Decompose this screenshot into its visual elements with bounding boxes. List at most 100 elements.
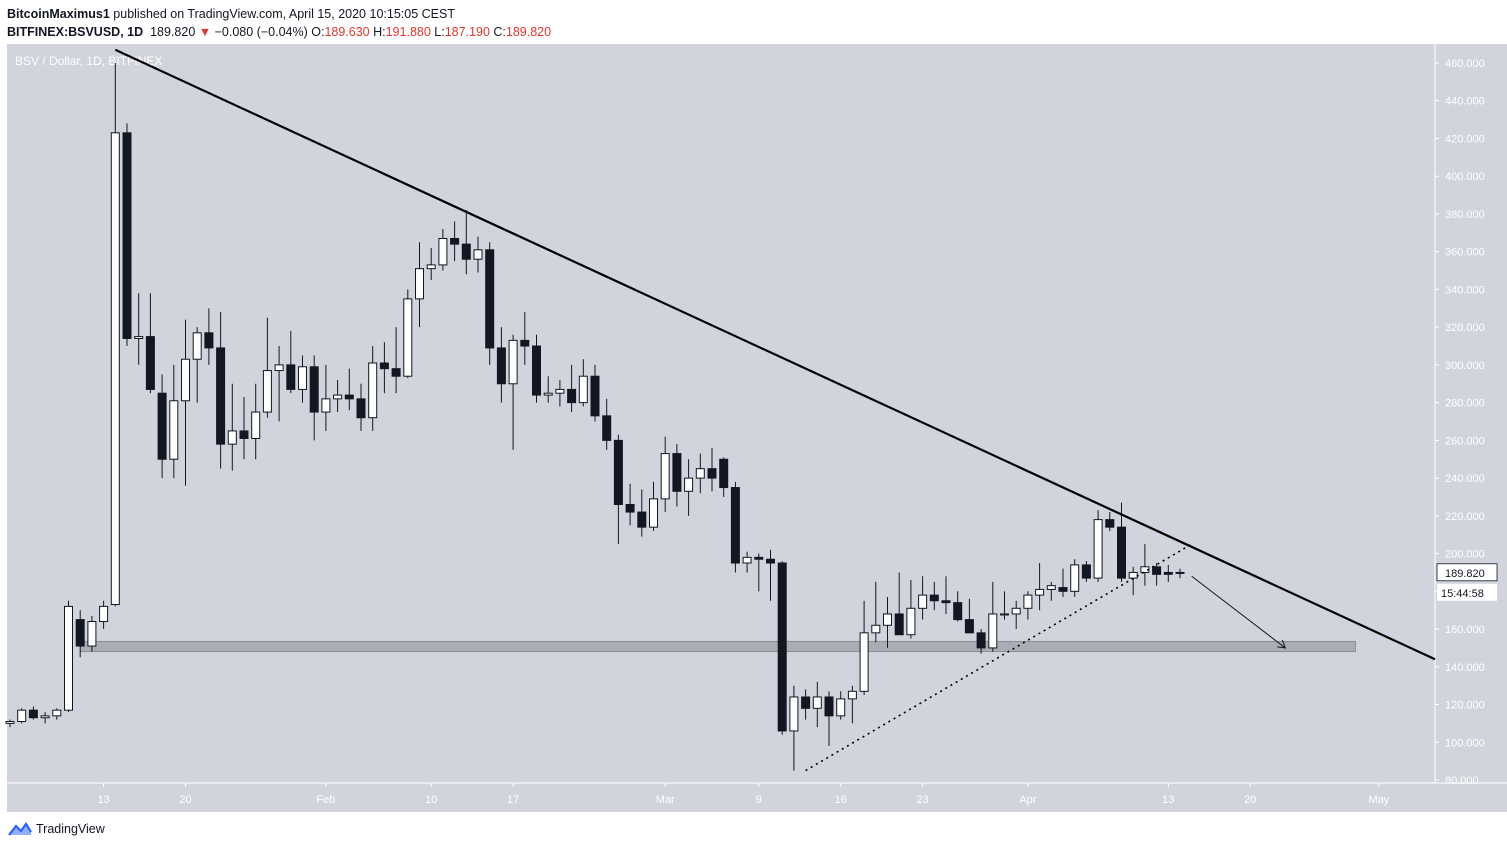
candle-body bbox=[391, 368, 401, 377]
open-label: O: bbox=[311, 25, 325, 39]
last-price-label-box bbox=[1436, 563, 1498, 582]
candle-body bbox=[801, 696, 811, 709]
candle-body bbox=[344, 394, 354, 400]
candle-body bbox=[1000, 613, 1009, 616]
candle-body bbox=[321, 398, 331, 413]
projection-arrow-head bbox=[1277, 639, 1287, 649]
candle-body bbox=[520, 339, 530, 347]
candle-body bbox=[122, 132, 132, 339]
x-tick-label: 9 bbox=[756, 794, 762, 806]
x-tick-label: 17 bbox=[507, 794, 519, 806]
candle-body bbox=[1023, 594, 1033, 609]
descending-trendline bbox=[114, 48, 1436, 661]
candle-body bbox=[485, 249, 495, 349]
candle-body bbox=[496, 347, 506, 385]
footer-brand[interactable]: TradingView bbox=[36, 822, 105, 836]
candle-body bbox=[684, 477, 694, 492]
y-tick-label: 220.000 bbox=[1445, 511, 1485, 523]
candle-body bbox=[5, 721, 15, 724]
y-tick-label: 300.000 bbox=[1445, 360, 1485, 372]
candle-body bbox=[719, 458, 729, 489]
author-name[interactable]: BitcoinMaximus1 bbox=[7, 7, 110, 21]
candle-body bbox=[216, 347, 226, 445]
candle-body bbox=[379, 362, 389, 370]
candle-body bbox=[1046, 585, 1056, 590]
candle-body bbox=[1105, 519, 1115, 528]
candle-body bbox=[17, 709, 27, 723]
candle-body bbox=[1117, 526, 1126, 579]
candle-body bbox=[52, 709, 62, 717]
candle-body bbox=[169, 400, 179, 460]
candle-body bbox=[145, 336, 155, 390]
down-arrow-icon: ▼ bbox=[198, 25, 212, 39]
low-label: L: bbox=[434, 25, 445, 39]
y-tick-label: 360.000 bbox=[1445, 247, 1485, 259]
candle-body bbox=[883, 613, 892, 626]
candle-body bbox=[871, 624, 881, 634]
candle-body bbox=[836, 698, 846, 717]
x-tick-label: 13 bbox=[97, 794, 109, 806]
candle-body bbox=[75, 619, 85, 647]
price-axis bbox=[1435, 44, 1507, 783]
symbol-label: BITFINEX:BSVUSD, 1D bbox=[7, 25, 144, 39]
candle-body bbox=[590, 375, 600, 417]
candle-body bbox=[262, 370, 272, 413]
candle-body bbox=[695, 468, 705, 479]
candle-body bbox=[181, 358, 190, 402]
candle-body bbox=[1152, 566, 1162, 575]
footer: TradingView bbox=[8, 822, 105, 836]
y-tick-label: 160.000 bbox=[1445, 624, 1485, 636]
candle-body bbox=[532, 345, 541, 396]
candle-body bbox=[649, 498, 658, 528]
x-tick-label: 16 bbox=[835, 794, 847, 806]
candle-body bbox=[438, 237, 448, 266]
candle-body bbox=[555, 388, 565, 394]
candle-body bbox=[1093, 519, 1103, 579]
candle-body bbox=[660, 453, 670, 500]
candle-body bbox=[672, 453, 682, 492]
candle-body bbox=[824, 696, 834, 717]
last-price: 189.820 bbox=[150, 25, 196, 39]
plot-background bbox=[7, 44, 1435, 783]
candle-body bbox=[567, 388, 577, 404]
candle-body bbox=[1058, 587, 1068, 592]
candle-body bbox=[286, 364, 296, 390]
y-tick-label: 460.000 bbox=[1445, 58, 1485, 70]
candle-body bbox=[239, 430, 249, 439]
candle-body bbox=[578, 375, 588, 404]
candle-body bbox=[1011, 607, 1021, 615]
candle-body bbox=[28, 709, 38, 719]
candle-body bbox=[777, 562, 787, 732]
candle-body bbox=[918, 594, 928, 609]
y-tick-label: 420.000 bbox=[1445, 133, 1485, 145]
last-price-label: 189.820 bbox=[1445, 568, 1485, 580]
symbol-line: BITFINEX:BSVUSD, 1D 189.820 ▼ −0.080 (−0… bbox=[7, 23, 551, 41]
candle-body bbox=[1081, 564, 1091, 579]
x-tick-label: 10 bbox=[425, 794, 437, 806]
candle-body bbox=[1175, 571, 1185, 574]
candle-body bbox=[730, 487, 740, 564]
candle-body bbox=[403, 298, 413, 377]
x-tick-label: Mar bbox=[656, 794, 675, 806]
y-tick-label: 100.000 bbox=[1445, 737, 1485, 749]
candle-body bbox=[754, 556, 764, 560]
candle-body bbox=[473, 249, 483, 260]
candle-body bbox=[707, 468, 717, 479]
y-tick-label: 80.000 bbox=[1445, 775, 1479, 787]
candle-body bbox=[192, 332, 202, 360]
x-tick-label: Feb bbox=[316, 794, 335, 806]
candle-body bbox=[227, 430, 237, 445]
publish-line: BitcoinMaximus1 published on TradingView… bbox=[7, 5, 551, 23]
candle-body bbox=[274, 364, 284, 372]
candle-body bbox=[356, 398, 366, 419]
candle-body bbox=[637, 511, 647, 528]
candle-body bbox=[602, 415, 612, 441]
time-axis bbox=[7, 783, 1507, 812]
close-label: C: bbox=[493, 25, 506, 39]
candle-body bbox=[789, 696, 799, 732]
candle-body bbox=[64, 605, 73, 711]
candle-body bbox=[894, 613, 904, 636]
candle-body bbox=[941, 600, 951, 604]
candle-body bbox=[298, 366, 307, 390]
